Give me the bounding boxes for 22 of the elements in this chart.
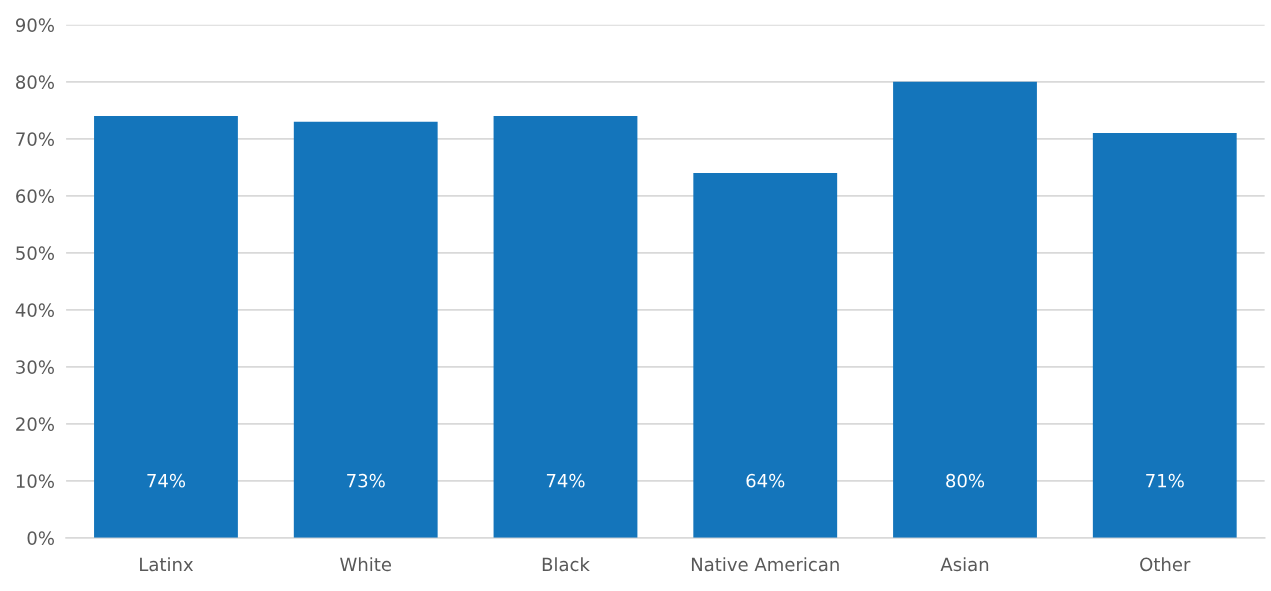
- data-label: 74%: [546, 473, 585, 488]
- y-tick-label: 80%: [16, 75, 54, 89]
- x-tick-label: Black: [542, 557, 590, 572]
- x-tick-label: Latinx: [140, 557, 194, 572]
- y-tick-label: 0%: [27, 531, 54, 545]
- data-label: 80%: [946, 473, 985, 488]
- y-tick-label: 20%: [16, 417, 54, 431]
- data-label: 74%: [147, 473, 186, 488]
- y-tick-label: 50%: [16, 246, 54, 260]
- y-tick-label: 60%: [16, 189, 54, 203]
- y-tick-label: 90%: [15, 18, 54, 32]
- y-tick-label: 40%: [15, 303, 54, 317]
- x-tick-label: Native American: [691, 557, 839, 572]
- y-tick-label: 70%: [16, 132, 54, 146]
- data-label: 71%: [1146, 473, 1184, 488]
- x-tick-label: White: [340, 557, 392, 572]
- data-label: 73%: [347, 473, 385, 488]
- x-tick-label: Asian: [940, 557, 989, 572]
- y-tick-label: 30%: [16, 360, 54, 374]
- y-tick-label: 10%: [16, 474, 54, 488]
- x-tick-label: Other: [1140, 557, 1191, 572]
- data-label: 64%: [746, 473, 785, 488]
